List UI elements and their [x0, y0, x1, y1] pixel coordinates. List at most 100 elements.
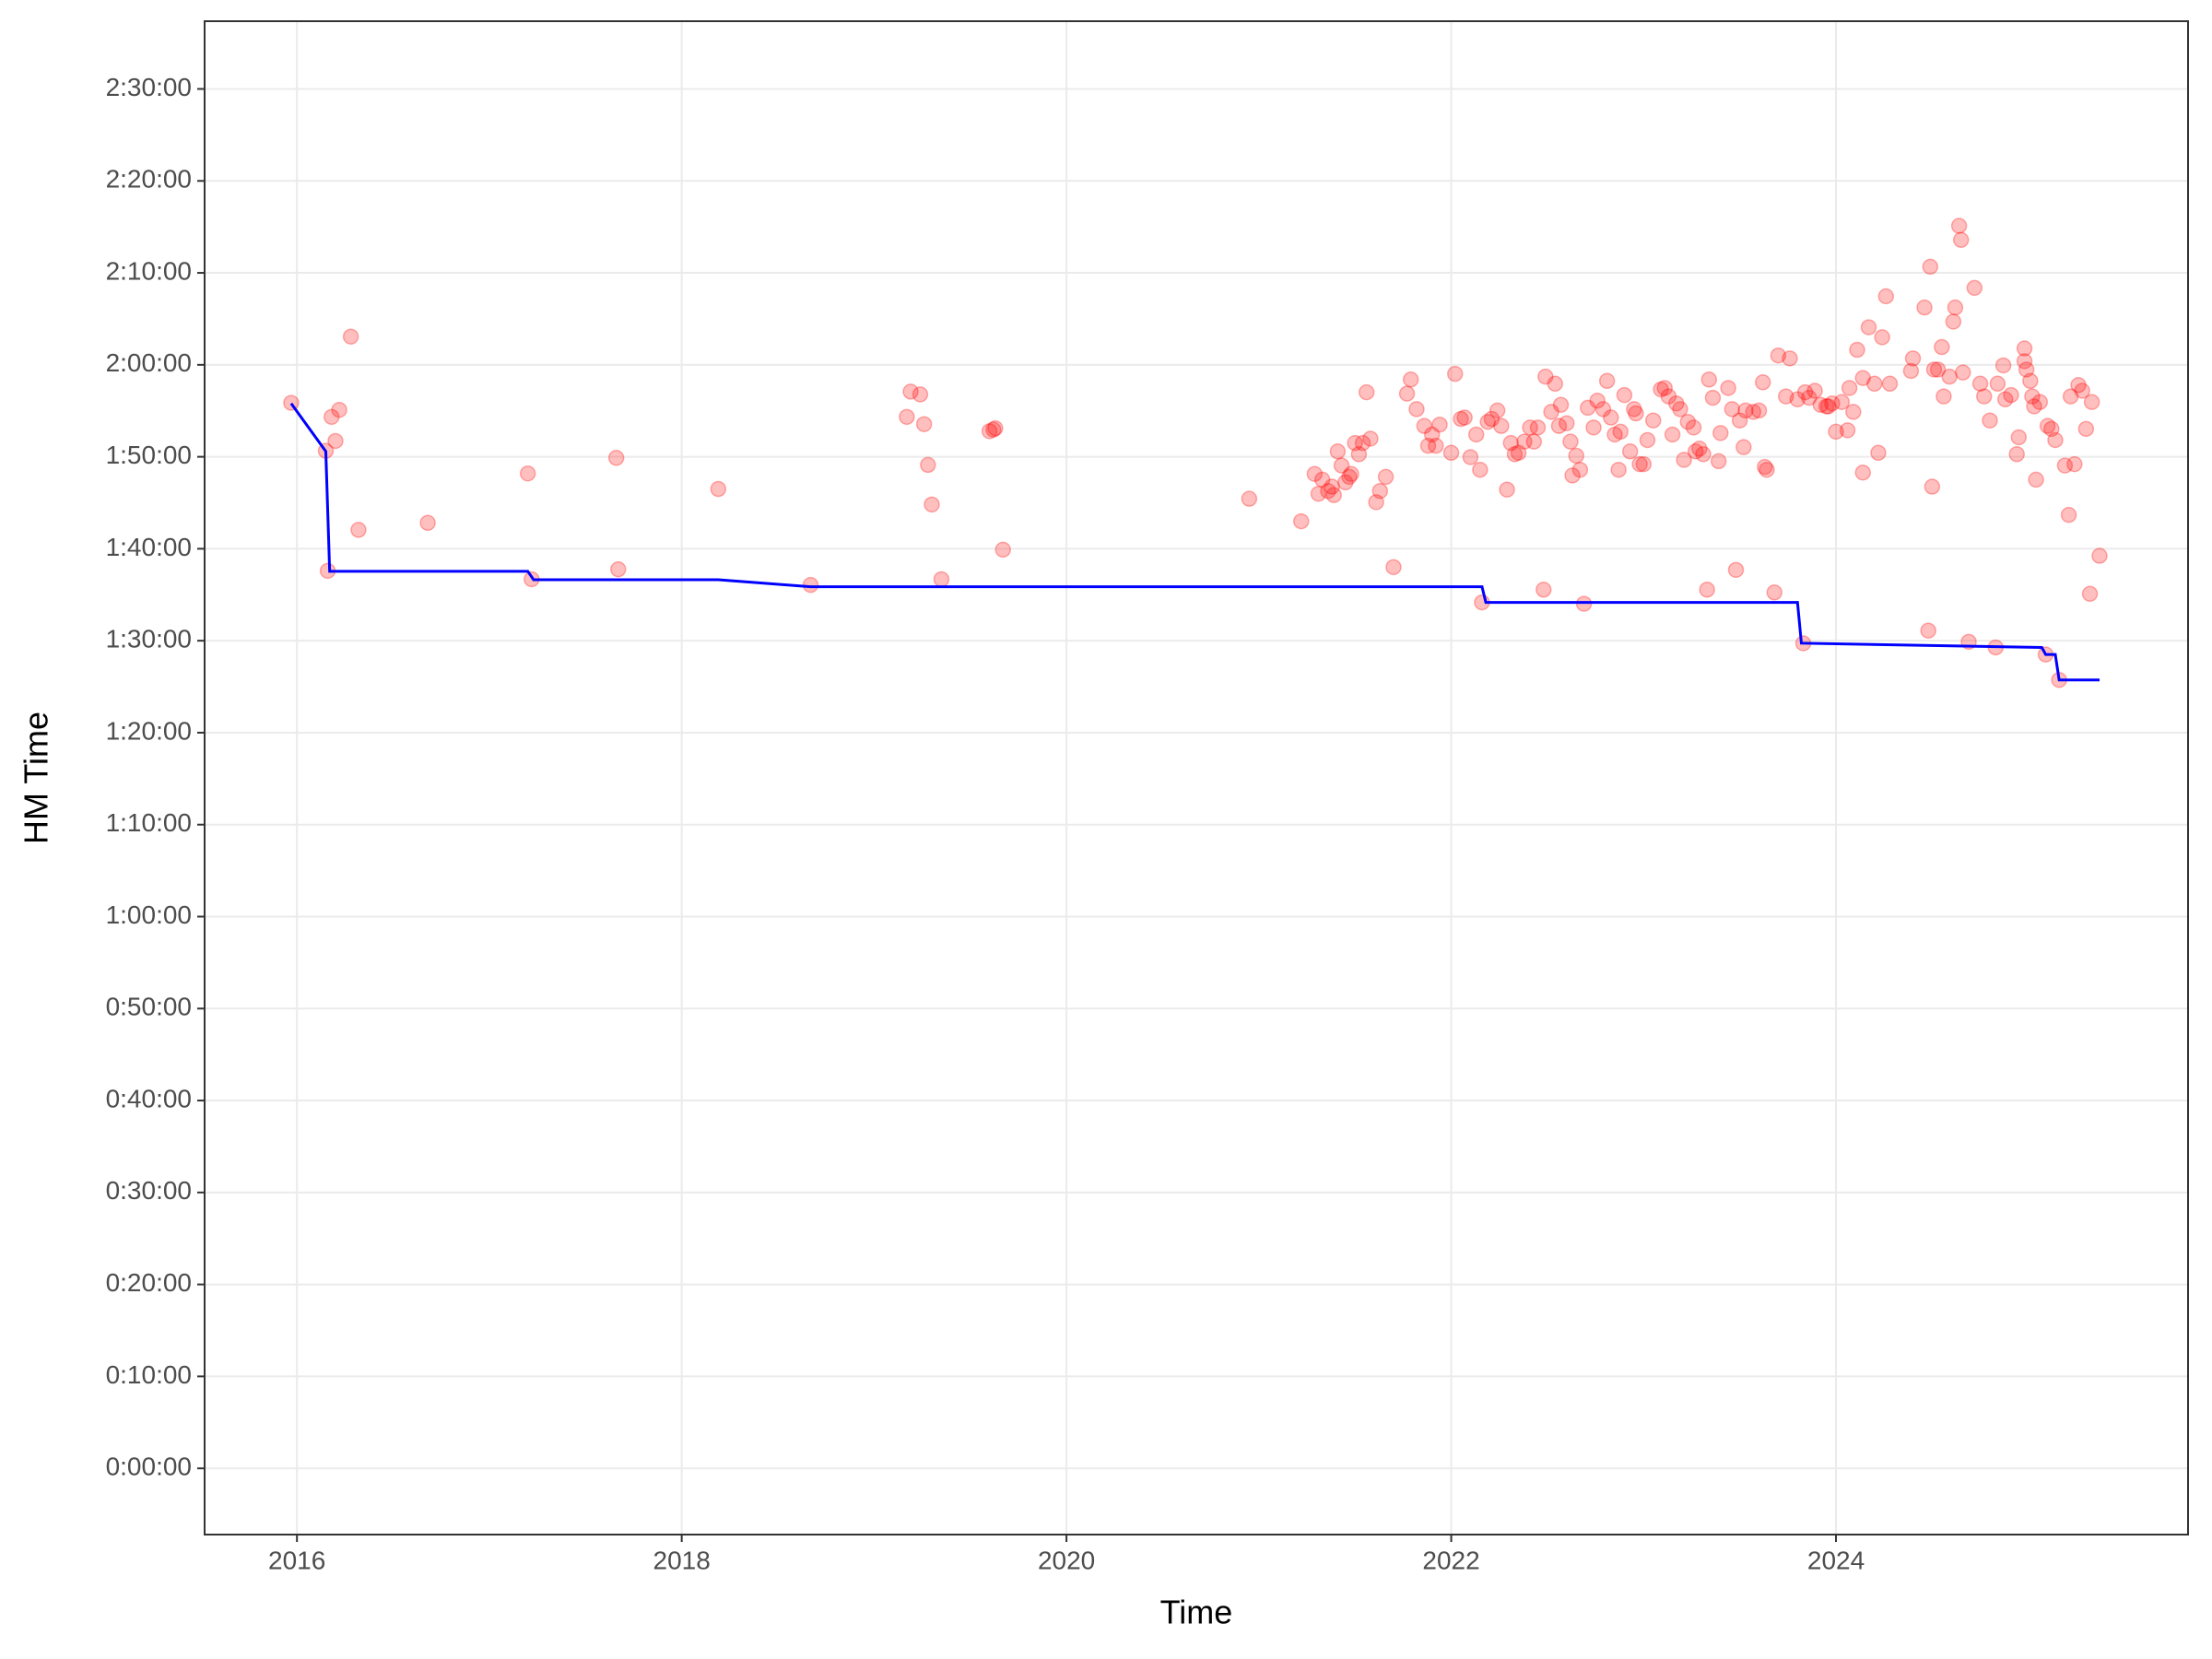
point — [1845, 404, 1862, 420]
point — [1310, 485, 1327, 502]
point — [2091, 547, 2108, 564]
point — [1502, 434, 1520, 452]
point — [933, 571, 950, 588]
point — [1745, 404, 1762, 420]
point — [1635, 455, 1653, 473]
point — [1419, 437, 1437, 454]
point — [994, 541, 1011, 559]
point — [1975, 388, 1993, 405]
point — [2066, 455, 2083, 473]
point — [1510, 444, 1527, 462]
point — [1854, 370, 1871, 386]
point — [1691, 441, 1708, 457]
point — [1955, 364, 1971, 381]
point — [327, 432, 344, 450]
point — [1934, 338, 1950, 356]
point — [1324, 478, 1340, 495]
point — [1685, 419, 1702, 436]
point — [1989, 375, 2006, 393]
point — [331, 401, 347, 418]
point — [1333, 457, 1350, 474]
point — [1493, 418, 1510, 434]
point — [1621, 443, 1639, 460]
point — [1525, 433, 1543, 450]
point — [1535, 582, 1552, 598]
point — [1833, 394, 1851, 410]
point — [2060, 506, 2077, 524]
y-tick-label: 1:20:00 — [106, 716, 192, 745]
point — [1687, 443, 1704, 460]
point — [1866, 375, 1883, 393]
point — [1801, 389, 1818, 406]
point — [610, 560, 627, 578]
point — [1904, 350, 1922, 367]
point — [1812, 396, 1830, 413]
point — [1945, 313, 1962, 330]
point — [924, 496, 940, 513]
point — [1735, 439, 1752, 455]
x-tick-label: 2020 — [1038, 1546, 1095, 1574]
point — [899, 408, 915, 426]
point — [1472, 461, 1488, 478]
point — [1877, 288, 1895, 305]
point — [1616, 386, 1633, 404]
point — [1639, 431, 1656, 449]
point — [981, 423, 998, 440]
point — [1446, 365, 1464, 382]
point — [1516, 433, 1533, 450]
best-time-line — [289, 402, 2100, 682]
point — [1589, 392, 1606, 409]
point — [1628, 405, 1644, 422]
point — [1416, 418, 1433, 434]
point — [607, 450, 625, 466]
point — [2039, 418, 2056, 434]
point — [1924, 478, 1941, 495]
point — [1860, 319, 1877, 335]
point — [1506, 446, 1524, 463]
point — [802, 576, 819, 594]
point — [1341, 468, 1358, 486]
point — [1550, 418, 1568, 434]
point — [1695, 446, 1712, 463]
y-tick-label: 1:10:00 — [106, 808, 192, 837]
point — [1483, 410, 1500, 428]
point — [1337, 474, 1354, 491]
point — [1766, 584, 1783, 601]
point — [915, 416, 933, 432]
point — [1849, 341, 1865, 359]
point — [920, 456, 936, 474]
x-tick-label: 2022 — [1422, 1546, 1479, 1574]
y-tick-label: 0:10:00 — [106, 1360, 192, 1389]
point — [283, 394, 300, 411]
point — [1371, 482, 1389, 500]
point — [1320, 482, 1336, 500]
point — [1672, 401, 1688, 418]
point — [1966, 279, 1983, 297]
point — [1456, 409, 1473, 426]
point — [1824, 394, 1841, 412]
point — [1679, 413, 1697, 430]
point — [1522, 419, 1538, 436]
point — [1710, 453, 1727, 470]
x-tick-label: 2018 — [653, 1546, 711, 1574]
point — [1828, 423, 1844, 441]
point — [324, 408, 340, 426]
point — [1704, 389, 1722, 406]
point — [2031, 394, 2049, 410]
point — [1699, 582, 1715, 598]
point — [1580, 399, 1596, 417]
point — [342, 328, 359, 345]
point — [1568, 447, 1584, 465]
point — [2043, 420, 2060, 438]
point — [1731, 412, 1748, 429]
point — [2003, 386, 2019, 404]
point — [1759, 461, 1775, 478]
point — [1385, 559, 1402, 576]
point — [1656, 380, 1674, 396]
point — [1368, 494, 1384, 511]
y-tick-label: 2:10:00 — [106, 256, 192, 285]
point — [2056, 457, 2074, 474]
point — [1644, 412, 1662, 429]
point — [1947, 299, 1964, 316]
